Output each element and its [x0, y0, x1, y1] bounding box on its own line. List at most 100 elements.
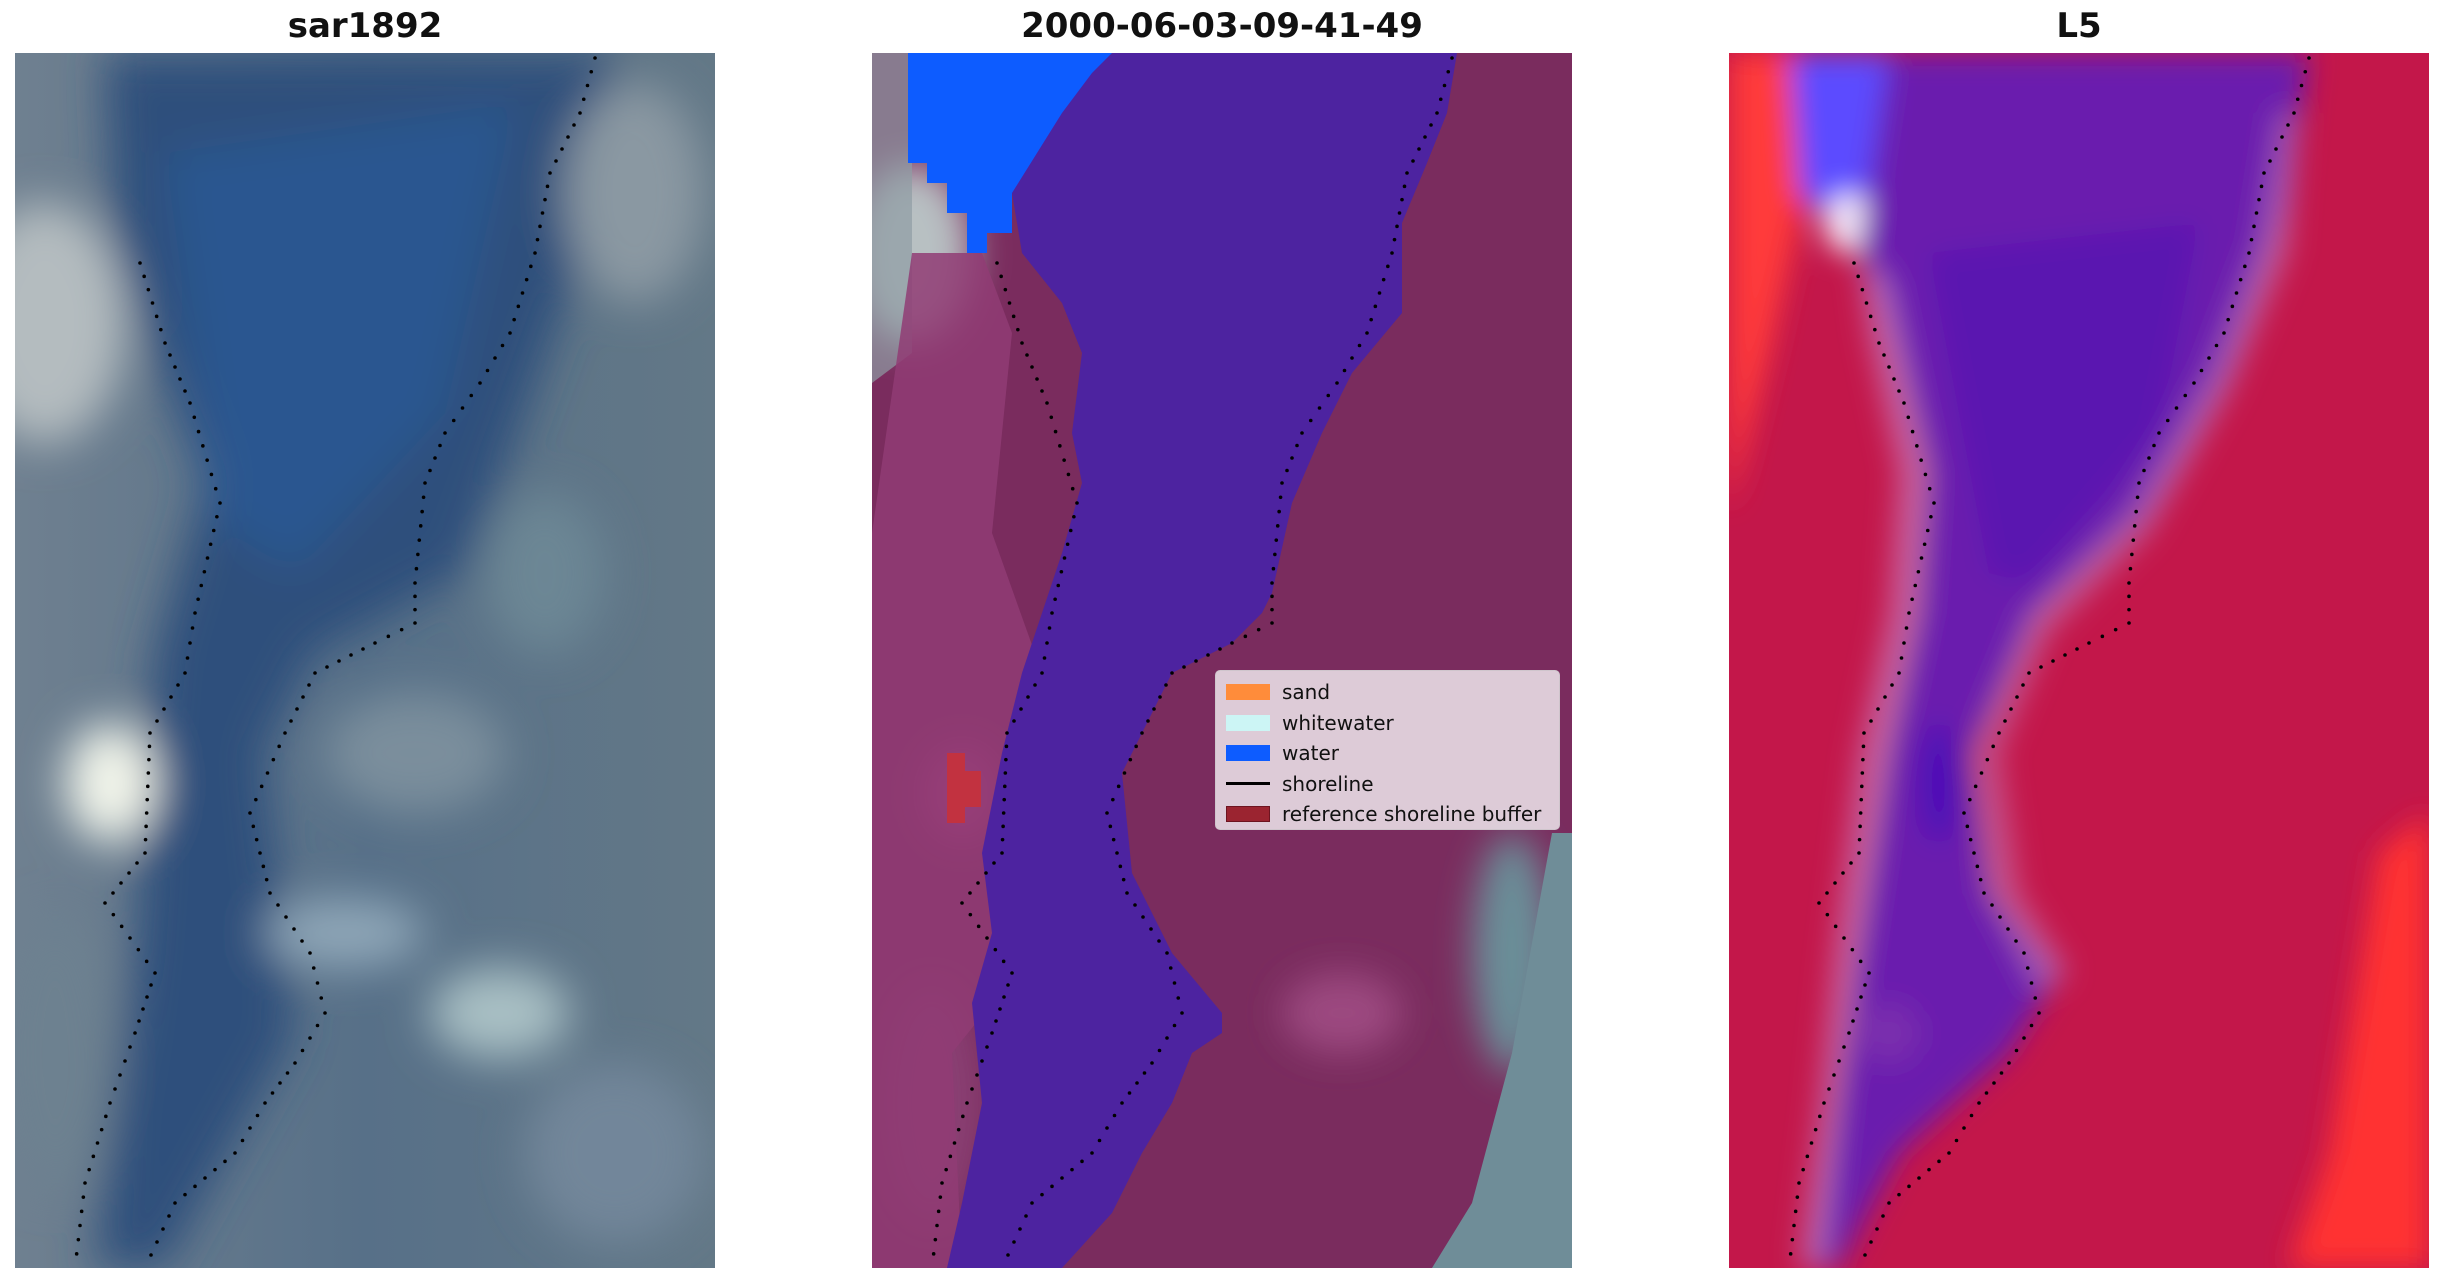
left-shoreline-dot: [1927, 486, 1932, 491]
right-shoreline-dot: [423, 481, 427, 485]
left-shoreline-dot: [1833, 881, 1837, 885]
legend-item-sand: sand: [1226, 677, 1549, 708]
legend-label-water: water: [1282, 741, 1339, 766]
right-shoreline-dot: [193, 1184, 197, 1189]
right-shoreline-dot: [581, 97, 586, 102]
right-shoreline-dot: [1973, 784, 1978, 789]
right-shoreline-dot: [560, 147, 564, 151]
right-shoreline-dot: [1411, 159, 1415, 163]
left-shoreline-dot: [78, 1223, 82, 1228]
right-shoreline-dot: [1135, 1081, 1139, 1085]
left-shoreline-dot: [1026, 695, 1030, 699]
left-shoreline-dot: [1016, 327, 1020, 332]
right-shoreline-dot: [1133, 903, 1137, 907]
right-shoreline-dot: [2022, 951, 2026, 955]
right-shoreline-dot: [149, 1253, 153, 1257]
legend-label-whitewater: whitewater: [1282, 710, 1394, 735]
left-shoreline-dot: [960, 901, 964, 905]
right-shoreline-dot: [2249, 237, 2254, 242]
right-shoreline-dot: [428, 468, 432, 473]
right-shoreline-dot: [1271, 566, 1276, 571]
right-shoreline-dot: [460, 406, 465, 410]
right-shoreline-dot: [203, 1176, 207, 1180]
left-shoreline-dot: [145, 995, 149, 999]
right-shoreline-dot: [2243, 264, 2247, 269]
right-shoreline-dot: [1274, 538, 1279, 542]
left-shoreline-dot: [1860, 771, 1865, 775]
right-shoreline-dot: [1869, 1240, 1873, 1244]
left-shoreline-dot: [976, 881, 980, 885]
right-shoreline-dot: [2307, 56, 2311, 60]
right-shoreline-dot: [2214, 343, 2219, 348]
left-shoreline-dot: [185, 656, 190, 660]
left-shoreline-dot: [144, 959, 149, 964]
left-shoreline-dot: [961, 1114, 965, 1119]
right-shoreline-dot: [2147, 456, 2151, 460]
right-shoreline-dot: [1438, 97, 1443, 102]
right-shoreline-dot: [2051, 659, 2055, 663]
right-shoreline-dot: [1990, 903, 1994, 907]
left-shoreline-dot: [1010, 971, 1014, 975]
right-shoreline-dot: [399, 627, 404, 632]
right-shoreline-dot: [2003, 719, 2007, 723]
right-shoreline-dot: [2259, 184, 2264, 189]
right-shoreline-dot: [1018, 1227, 1022, 1231]
left-shoreline-dot: [1001, 824, 1005, 829]
left-shoreline-dot: [1922, 542, 1927, 547]
right-shoreline-dot: [1176, 996, 1181, 1000]
right-shoreline-dot: [1122, 771, 1127, 775]
right-shoreline-dot: [414, 566, 419, 571]
l5-image: [1729, 53, 2429, 1268]
left-shoreline-dot: [146, 771, 151, 775]
left-shoreline-dot: [936, 1209, 941, 1214]
left-shoreline-dot: [1910, 597, 1914, 602]
left-shoreline-dot: [1882, 353, 1886, 357]
right-shoreline-dot: [1150, 1061, 1154, 1065]
right-shoreline-dot: [2014, 1048, 2019, 1053]
left-shoreline-dot: [1033, 683, 1037, 687]
left-shoreline-dot: [1932, 501, 1936, 505]
right-shoreline-dot: [2025, 966, 2030, 970]
left-shoreline-dot: [1906, 415, 1911, 420]
right-shoreline-dot: [2286, 123, 2290, 127]
right-shoreline-dot: [1400, 197, 1404, 202]
right-shoreline-dot: [1127, 1091, 1132, 1095]
left-shoreline-dot: [145, 784, 150, 789]
right-shoreline-dot: [2130, 552, 2134, 557]
left-shoreline-dot: [1062, 458, 1066, 462]
right-shoreline-dot: [313, 671, 317, 675]
water-swatch: [1226, 745, 1270, 762]
right-shoreline-dot: [1442, 83, 1447, 88]
right-shoreline-dot: [161, 1227, 165, 1231]
left-shoreline-dot: [1923, 472, 1928, 477]
right-shoreline-dot: [2174, 406, 2179, 410]
right-shoreline-dot: [421, 495, 426, 500]
left-shoreline-dot: [1040, 389, 1044, 393]
right-shoreline-dot: [1243, 634, 1248, 639]
left-shoreline-dot: [1913, 583, 1918, 588]
left-shoreline-dot: [1817, 901, 1821, 905]
left-shoreline-dot: [123, 1059, 127, 1063]
right-shoreline-dot: [1180, 1011, 1184, 1015]
right-shoreline-dot: [1998, 915, 2002, 919]
left-shoreline-dot: [1805, 1154, 1810, 1159]
right-shoreline-dot: [278, 1081, 282, 1085]
left-shoreline-dot: [128, 936, 132, 940]
right-shoreline-dot: [300, 1048, 305, 1053]
left-shoreline-dot: [87, 1167, 91, 1172]
right-shoreline-dot: [1907, 1184, 1911, 1189]
right-shoreline-dot: [2142, 468, 2146, 473]
right-shoreline-dot: [1168, 966, 1173, 970]
right-shoreline-dot: [1115, 851, 1119, 855]
right-shoreline-dot: [1275, 524, 1280, 528]
left-shoreline-dot: [1858, 824, 1862, 829]
left-shoreline-dot: [1006, 983, 1010, 987]
right-shoreline-dot: [1230, 641, 1234, 645]
right-shoreline-dot: [578, 111, 582, 115]
right-shoreline-dot: [1897, 1192, 1901, 1197]
left-shoreline-dot: [169, 695, 173, 699]
left-shoreline-dot: [1856, 274, 1860, 279]
right-shoreline-dot: [1120, 1101, 1124, 1105]
left-shoreline-dot: [990, 1031, 994, 1035]
left-shoreline-dot: [188, 401, 192, 405]
